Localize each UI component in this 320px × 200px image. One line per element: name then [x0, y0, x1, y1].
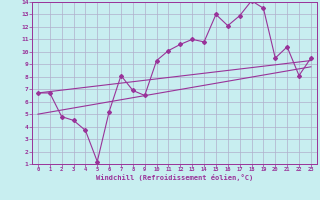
X-axis label: Windchill (Refroidissement éolien,°C): Windchill (Refroidissement éolien,°C) [96, 174, 253, 181]
